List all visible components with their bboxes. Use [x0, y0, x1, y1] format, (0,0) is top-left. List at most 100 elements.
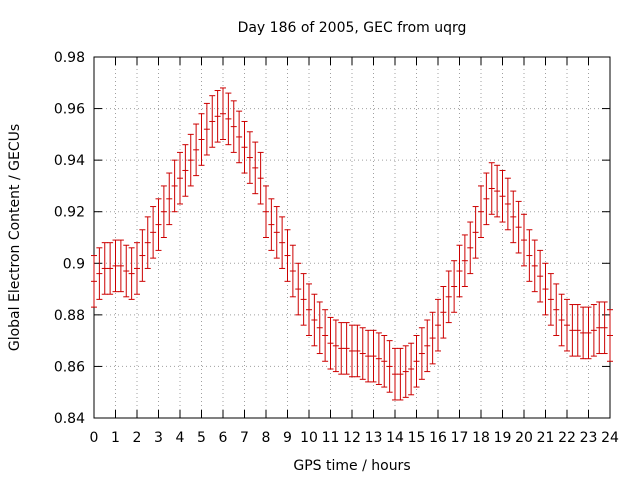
error-bar-point: [316, 301, 323, 355]
y-tick-label: 0.96: [54, 102, 85, 118]
y-tick-label: 0.9: [63, 256, 85, 272]
error-bar-point: [461, 234, 468, 287]
error-bar-point: [214, 90, 221, 143]
x-tick-label: 10: [300, 430, 318, 446]
error-bar-point: [547, 273, 554, 326]
error-bar-point: [413, 334, 420, 388]
error-bar-point: [144, 216, 151, 269]
x-tick-label: 4: [176, 430, 185, 446]
error-bar-point: [580, 306, 587, 360]
error-bar-point: [284, 229, 291, 282]
error-bar-point: [166, 172, 173, 226]
x-tick-label: 9: [283, 430, 292, 446]
x-tick-label: 12: [343, 430, 361, 446]
error-bar-point: [117, 239, 124, 293]
x-tick-label: 3: [154, 430, 163, 446]
error-bar-point: [590, 304, 597, 357]
error-bar-point: [349, 324, 355, 378]
error-bar-point: [499, 169, 506, 223]
error-bar-point: [134, 242, 140, 295]
y-tick-label: 0.92: [54, 205, 85, 221]
x-tick-label: 14: [386, 430, 404, 446]
error-bar-point: [343, 322, 350, 375]
error-bar-point: [252, 141, 259, 195]
error-bar-point: [268, 198, 275, 251]
x-tick-label: 11: [322, 430, 340, 446]
error-bar-point: [569, 304, 576, 357]
error-bar-point: [510, 190, 517, 244]
error-bar-point: [193, 123, 200, 177]
y-tick-label: 0.94: [54, 153, 85, 169]
error-bar-point: [397, 347, 404, 401]
error-bar-point: [230, 100, 237, 153]
error-bar-point: [365, 329, 372, 383]
error-bar-point: [445, 270, 452, 324]
error-bar-point: [160, 185, 167, 238]
x-tick-label: 21: [537, 430, 555, 446]
error-bar-point: [203, 102, 210, 156]
error-bar-point: [198, 113, 205, 166]
x-tick-label: 0: [90, 430, 99, 446]
x-tick-label: 2: [133, 430, 142, 446]
error-bar-point: [564, 298, 570, 352]
error-bar-point: [418, 327, 425, 380]
error-bar-point: [128, 247, 135, 300]
error-bar-point: [187, 133, 194, 187]
error-bar-point: [107, 242, 114, 295]
x-tick-label: 17: [451, 430, 469, 446]
error-bar-point: [182, 144, 189, 197]
y-tick-label: 0.88: [54, 308, 85, 324]
error-bar-point: [263, 185, 269, 238]
error-bar-point: [537, 249, 544, 303]
error-bar-point: [327, 316, 334, 370]
error-bar-point: [150, 206, 157, 259]
error-bar-point: [354, 324, 361, 378]
error-bar-point: [553, 283, 560, 336]
error-bar-point: [472, 206, 479, 259]
error-bar-point: [209, 95, 216, 148]
error-bar-point: [408, 342, 415, 396]
error-bar-point: [236, 110, 243, 164]
error-bar-point: [112, 239, 119, 293]
error-bar-point: [96, 247, 103, 300]
error-bar-point: [241, 120, 248, 174]
error-bar-point: [370, 329, 377, 383]
error-bar-point: [246, 131, 253, 184]
error-bar-point: [289, 244, 296, 298]
x-tick-label: 15: [408, 430, 426, 446]
error-bar-point: [435, 298, 441, 352]
error-bar-point: [596, 301, 603, 355]
error-bar-point: [386, 340, 393, 393]
error-bar-point: [456, 244, 463, 298]
x-tick-label: 6: [219, 430, 228, 446]
x-tick-label: 19: [494, 430, 512, 446]
error-bar-point: [504, 177, 511, 231]
error-bar-point: [531, 239, 538, 293]
error-bar-point: [494, 164, 501, 218]
error-bar-point: [295, 262, 302, 316]
error-bar-point: [311, 293, 318, 347]
x-tick-label: 24: [601, 430, 619, 446]
error-bar-point: [402, 345, 409, 398]
y-tick-label: 0.86: [54, 359, 85, 375]
error-bar-point: [306, 283, 312, 336]
error-bar-point: [381, 334, 388, 388]
error-bar-point: [601, 301, 608, 355]
error-bar-point: [521, 213, 527, 267]
error-bar-point: [257, 151, 264, 205]
x-tick-label: 20: [515, 430, 533, 446]
error-bar-point: [273, 206, 280, 259]
error-bar-point: [177, 151, 183, 205]
x-axis-label: GPS time / hours: [293, 458, 410, 474]
chart-title: Day 186 of 2005, GEC from uqrg: [238, 20, 467, 36]
x-tick-labels: 0 1 2 3 4 5 6 7 8 9 10 11 12 13 14 15 16 17 18 19 20 21 22 23 24: [90, 430, 619, 446]
error-bar-point: [359, 327, 366, 380]
x-tick-label: 8: [262, 430, 271, 446]
error-bar-point: [478, 185, 484, 238]
x-tick-label: 5: [197, 430, 206, 446]
error-bar-point: [332, 319, 339, 373]
x-tick-label: 22: [558, 430, 576, 446]
error-bar-point: [526, 229, 533, 282]
error-bar-point: [585, 306, 592, 360]
error-bar-point: [440, 285, 447, 339]
